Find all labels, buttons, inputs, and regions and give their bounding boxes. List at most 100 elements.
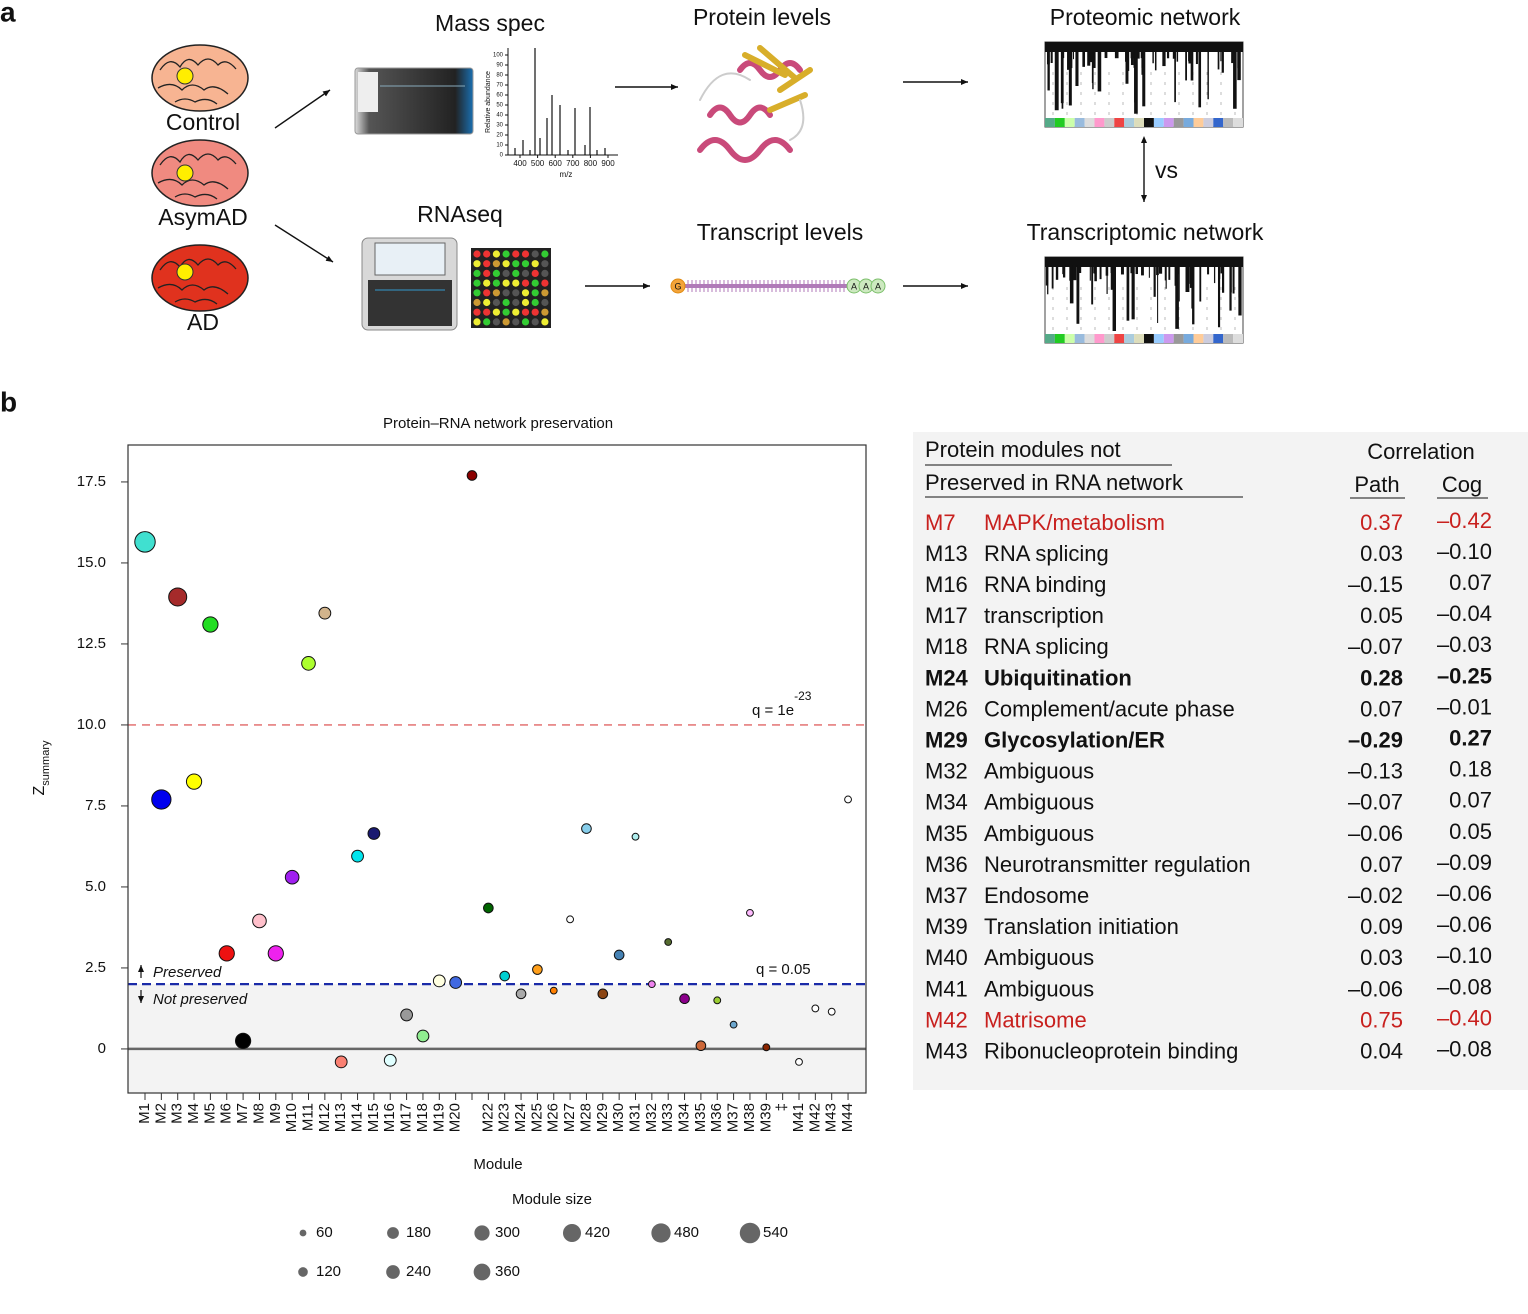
cog-correlation: 0.18 [1449,757,1492,782]
array-spot [502,308,510,316]
path-correlation: –0.06 [1348,976,1403,1001]
x-tick-label: M16 [381,1103,398,1132]
array-spot [531,260,539,268]
array-spot [512,269,520,277]
array-spot [531,269,539,277]
step-title: Transcript levels [697,219,864,245]
legend-marker [299,1229,307,1237]
x-tick-label: M10 [283,1103,300,1132]
module-point [284,869,300,885]
cog-correlation: –0.06 [1437,881,1492,906]
x-tick-label: M4 [185,1103,202,1124]
panel-label: b [0,386,17,417]
spectrum: 400 500 600 700 800 9000102030405060708090100… [485,48,618,179]
brain-ad [151,244,249,312]
legend-label: 180 [406,1224,431,1241]
module-color-bar [1124,118,1135,127]
module-color-bar [1193,118,1204,127]
array-spot [502,269,510,277]
cog-correlation: –0.06 [1437,912,1492,937]
array-spot [492,308,500,316]
x-tick-label: M28 [577,1103,594,1132]
module-color-bar [1233,118,1243,127]
module-point [499,970,511,982]
array-spot [512,289,520,297]
module-color-bar [1163,118,1174,127]
x-tick-label: M34 [676,1103,693,1132]
module-point [151,789,172,810]
array-spot [492,298,500,307]
module-color-bar [1223,334,1234,343]
x-tick-label: M32 [643,1103,660,1132]
spectrum-tick-label: 600 [549,159,563,168]
comparison-label: vs [1155,157,1178,183]
spectrum-tick-label: 60 [496,93,503,99]
y-tick-label: 10.0 [77,716,106,733]
path-correlation: 0.03 [1360,541,1403,566]
array-spot [502,318,510,326]
module-color-bar [1054,334,1065,343]
x-tick-label: M18 [414,1103,431,1132]
x-tick-label: M44 [839,1103,856,1132]
module-color-bar [1153,334,1164,343]
x-tick-label: M30 [610,1103,627,1132]
array-spot [502,260,510,268]
module-color-bar [1183,118,1194,127]
module-color-bar [1074,334,1085,343]
spectrum-tick-label: 70 [496,83,503,89]
module-function: Ambiguous [984,790,1094,815]
module-id: M32 [925,759,968,784]
array-spot [483,269,491,277]
module-function: Complement/acute phase [984,696,1235,721]
module-point [679,993,690,1005]
array-spot [473,318,481,326]
module-point [795,1057,803,1066]
module-id: M29 [925,728,968,753]
x-tick-label: M3 [169,1103,186,1124]
array-spot [483,289,491,297]
module-point [515,988,527,1000]
module-id: M16 [925,572,968,597]
table-header: Preserved in RNA network [925,470,1184,495]
threshold-superscript: -23 [794,689,812,703]
x-tick-label: M25 [528,1103,545,1132]
module-function: Ambiguous [984,821,1094,846]
module-color-bar [1173,334,1184,343]
module-color-bar [1084,118,1095,127]
module-color-bar [1084,334,1095,343]
module-point [400,1008,414,1022]
module-id: M26 [925,696,968,721]
legend-marker [474,1225,490,1241]
array-spot [473,289,481,297]
y-tick-label: 17.5 [77,473,106,490]
step-title: Proteomic network [1050,4,1241,30]
module-function: Glycosylation/ER [984,728,1165,753]
x-tick-label: M7 [234,1103,251,1124]
array-spot [512,298,520,307]
x-tick-label: M29 [594,1103,611,1132]
network-dendrogram [1044,41,1244,128]
array-spot [483,250,491,258]
annotation: Preserved [153,964,222,981]
legend-title: Module size [512,1191,592,1208]
path-correlation: 0.07 [1360,696,1403,721]
array-spot [521,250,530,258]
legend-marker [473,1263,491,1281]
array-spot [521,279,530,287]
module-function: Ambiguous [984,976,1094,1001]
cog-correlation: 0.05 [1449,819,1492,844]
group-label: AsymAD [158,204,247,230]
array-spot [483,279,491,287]
array-spot [473,250,481,258]
array-spot [531,308,539,316]
x-axis-label: Module [473,1156,522,1173]
y-axis-label-main: Z [31,786,48,796]
array-spot [483,308,491,316]
microarray [471,248,551,328]
group-label: AD [187,309,219,335]
x-tick-label: M14 [349,1103,366,1132]
cog-correlation: –0.42 [1437,508,1492,533]
x-tick-label: M15 [365,1103,382,1132]
threshold-text: q = 0.05 [756,961,811,978]
module-id: M40 [925,945,968,970]
